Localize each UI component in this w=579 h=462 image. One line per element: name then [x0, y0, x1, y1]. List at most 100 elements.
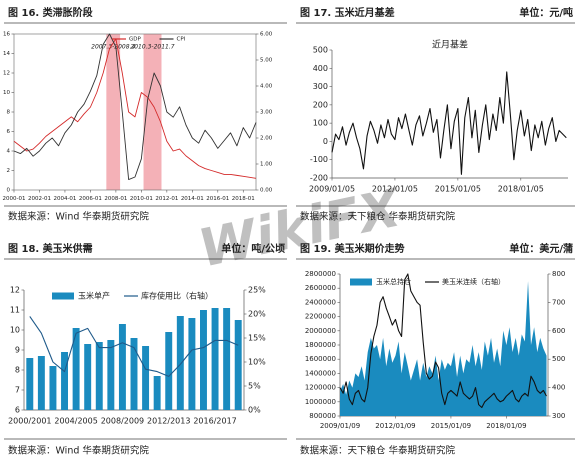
bar [165, 332, 173, 410]
y-tick-label: 0 [323, 137, 328, 146]
y-tick-label: 10 [3, 90, 10, 96]
y2-tick-label: 700 [552, 298, 565, 306]
x-tick-label: 2018/01/09 [486, 422, 526, 430]
y2-tick-label: 0.00 [260, 188, 273, 194]
period-label: 2010.3-2011.7 [130, 44, 174, 51]
bar [72, 328, 80, 410]
y-tick-label: 2400000 [305, 298, 336, 306]
legend-label: CPI [177, 37, 186, 43]
y-tick-label: 800000 [309, 412, 336, 420]
y-tick-label: -200 [310, 174, 328, 183]
x-tick-label: 2008-01 [104, 196, 127, 202]
y-tick-label: 8 [7, 110, 11, 116]
bar [142, 346, 150, 410]
y-tick-label: 10 [10, 326, 20, 335]
y-tick-label: 2 [7, 168, 11, 174]
series-area [340, 281, 547, 416]
source-note: 数据来源：天下粮仓 华泰期货研究院 [300, 211, 456, 223]
y-tick-label: 8 [15, 366, 20, 375]
legend-label: 美玉米连续（右轴） [442, 277, 505, 286]
x-tick-label: 2004/2005 [54, 417, 97, 426]
series-line [339, 273, 548, 409]
y2-tick-label: 2.00 [260, 136, 273, 142]
legend-label: 玉米总持仓 [376, 277, 411, 286]
x-tick-label: 2008/2009 [101, 417, 144, 426]
bar [118, 324, 126, 410]
y2-tick-label: 25% [248, 286, 266, 295]
y-tick-label: 12 [10, 286, 20, 295]
y2-tick-label: 800 [552, 270, 565, 278]
legend-label: 玉米单产 [78, 291, 110, 301]
bar [211, 308, 219, 410]
figure-title: 图 17. 玉米近月基差 [300, 6, 395, 19]
legend-label: 近月基差 [432, 39, 468, 51]
y-tick-label: 500 [313, 46, 328, 55]
bar [176, 316, 184, 410]
y-tick-label: 1000000 [305, 398, 336, 406]
y2-tick-label: 1.00 [260, 162, 273, 168]
x-tick-label: 2012/2013 [147, 417, 190, 426]
legend-label: 库存使用比（右轴） [141, 291, 213, 301]
bar [223, 308, 231, 410]
series-line [13, 38, 257, 179]
period-label: 2007.3-2008.4 [91, 44, 135, 51]
x-tick-label: 2018-01 [232, 196, 255, 202]
bar [200, 310, 207, 410]
y2-tick-label: 500 [552, 355, 565, 363]
y-tick-label: 100 [313, 119, 328, 128]
y-tick-label: 2600000 [305, 284, 336, 292]
unit-label: 单位：元/吨 [519, 6, 573, 19]
x-tick-label: 2010-01 [130, 196, 153, 202]
source-note: 数据来源：天下粮仓 华泰期货研究院 [300, 445, 456, 457]
x-tick-label: 2016/2017 [193, 417, 236, 426]
x-tick-label: 2016-01 [206, 196, 229, 202]
figure-title: 图 19. 美玉米期价走势 [300, 242, 405, 255]
bar [61, 352, 68, 410]
series-line [29, 316, 239, 377]
series-line [13, 33, 257, 181]
y2-tick-label: 15% [248, 334, 266, 343]
shaded-period [106, 34, 121, 190]
unit-label: 单位：美元/蒲 [509, 242, 573, 255]
y-tick-label: 14 [3, 51, 10, 57]
bar [26, 358, 34, 410]
bar [107, 340, 115, 410]
figure-title: 图 16. 类滞胀阶段 [8, 6, 93, 19]
bar [153, 376, 161, 410]
legend-swatch [350, 278, 372, 286]
y-tick-label: 2800000 [305, 270, 336, 278]
y-tick-label: 400 [313, 64, 328, 73]
x-tick-label: 2002-01 [28, 196, 51, 202]
x-tick-label: 2012/01/05 [372, 185, 418, 194]
x-tick-label: 2006-01 [79, 196, 102, 202]
bar [130, 338, 138, 410]
y-tick-label: 11 [10, 306, 20, 315]
y-tick-label: 6 [15, 406, 20, 415]
y2-tick-label: 5.00 [260, 58, 273, 64]
x-tick-label: 2009/01/09 [320, 422, 360, 430]
bar [84, 344, 92, 410]
y-tick-label: 1200000 [305, 384, 336, 392]
y2-tick-label: 10% [248, 358, 266, 367]
y-tick-label: 1600000 [305, 355, 336, 363]
x-tick-label: 2012/01/09 [375, 422, 415, 430]
legend-swatch [52, 292, 74, 300]
y-tick-label: 2200000 [305, 313, 336, 321]
legend-label: GDP [129, 37, 141, 43]
bar [95, 342, 103, 410]
x-tick-label: 2015/01/05 [435, 185, 481, 194]
x-tick-label: 2000/2001 [8, 417, 51, 426]
y2-tick-label: 3.00 [260, 110, 273, 116]
bar [234, 320, 242, 410]
y-tick-label: 200 [313, 100, 328, 109]
x-tick-label: 2009/01/05 [309, 185, 355, 194]
unit-label: 单位：吨/公顷 [221, 242, 285, 255]
y-tick-label: 0 [7, 188, 11, 194]
source-note: 数据来源：Wind 华泰期货研究院 [8, 211, 149, 223]
x-tick-label: 2004-01 [53, 196, 76, 202]
y2-tick-label: 400 [552, 384, 565, 392]
bar [49, 366, 57, 410]
x-tick-label: 2018/01/05 [498, 185, 544, 194]
y-tick-label: 16 [3, 32, 10, 38]
